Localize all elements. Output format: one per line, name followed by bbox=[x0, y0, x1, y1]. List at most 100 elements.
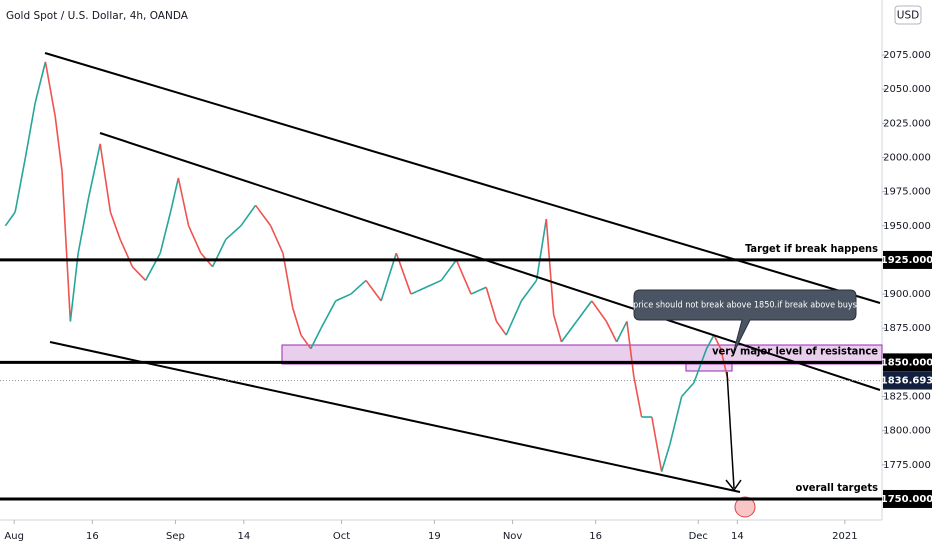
y-tick-label: 1875.000 bbox=[883, 323, 931, 334]
x-tick-label: Aug bbox=[4, 531, 24, 542]
price-segment bbox=[131, 266, 147, 281]
currency-button[interactable] bbox=[894, 5, 922, 25]
arrow-head bbox=[725, 479, 742, 492]
currency[interactable]: USD bbox=[897, 10, 919, 22]
price-segment bbox=[144, 252, 161, 281]
price-segment bbox=[410, 286, 427, 295]
x-tick-label: Dec bbox=[689, 531, 708, 542]
x-tick-label: 16 bbox=[589, 531, 602, 542]
price-segment bbox=[159, 211, 172, 254]
price-segment bbox=[61, 171, 72, 322]
price-segment bbox=[365, 279, 382, 302]
chart-title: Gold Spot / U.S. Dollar, 4h, OANDA bbox=[6, 10, 189, 22]
price-segment bbox=[535, 218, 548, 281]
price-segment bbox=[119, 239, 134, 268]
price-segment bbox=[591, 300, 608, 322]
price-segment bbox=[254, 204, 272, 227]
price-segment bbox=[335, 293, 352, 302]
level-label: 1850.000 bbox=[881, 357, 932, 368]
level-box bbox=[883, 353, 932, 372]
price-segment bbox=[169, 177, 180, 213]
last-price-label: 1836.693 bbox=[881, 376, 932, 387]
price-segment bbox=[605, 321, 618, 343]
price-segment bbox=[713, 334, 722, 350]
price-segment bbox=[310, 327, 322, 350]
price-segment bbox=[693, 348, 708, 384]
price-segment bbox=[320, 300, 337, 329]
price-segment bbox=[545, 218, 555, 315]
price-segment bbox=[632, 375, 643, 418]
price-segment bbox=[109, 211, 121, 240]
price-segment bbox=[269, 225, 284, 254]
price-segment bbox=[552, 314, 563, 343]
x-tick-label: Oct bbox=[333, 531, 350, 542]
x-tick-label: 16 bbox=[86, 531, 99, 542]
small-zone bbox=[685, 363, 733, 372]
price-segment bbox=[575, 300, 593, 322]
flag-icon bbox=[734, 496, 756, 518]
price-segment bbox=[485, 287, 498, 322]
price-segment bbox=[54, 116, 63, 172]
y-tick-label: 1775.000 bbox=[883, 460, 931, 471]
price-segment bbox=[560, 320, 578, 343]
price-segment bbox=[187, 225, 202, 254]
price-segment bbox=[211, 239, 227, 268]
price-segment bbox=[681, 382, 695, 398]
y-tick-label: 2000.000 bbox=[883, 152, 931, 163]
y-tick-label: 1825.000 bbox=[883, 392, 931, 403]
price-segment bbox=[470, 286, 487, 295]
level-note: Target if break happens bbox=[745, 242, 878, 255]
level-label: 1925.000 bbox=[881, 255, 932, 266]
y-tick-label: 2075.000 bbox=[883, 50, 931, 61]
price-segment bbox=[425, 279, 442, 288]
level-note: overall targets bbox=[796, 481, 879, 494]
price-segment bbox=[225, 225, 242, 241]
price-segment bbox=[350, 279, 367, 295]
price-segment bbox=[34, 61, 47, 104]
price-segment bbox=[615, 321, 628, 343]
price-segment bbox=[14, 157, 27, 213]
price-segment bbox=[44, 61, 57, 117]
price-segment bbox=[87, 143, 101, 199]
y-tick-label: 2050.000 bbox=[883, 84, 931, 95]
y-tick-label: 1800.000 bbox=[883, 426, 931, 437]
resistance-zone bbox=[281, 344, 883, 365]
x-tick-label: 14 bbox=[731, 531, 744, 542]
callout-box bbox=[633, 289, 857, 355]
y-tick-label: 2025.000 bbox=[883, 118, 931, 129]
price-segment bbox=[495, 320, 507, 336]
price-segment bbox=[455, 259, 472, 295]
price-segment bbox=[4, 211, 16, 227]
price-segment bbox=[177, 177, 190, 226]
price-segment bbox=[300, 334, 312, 350]
level-box bbox=[883, 489, 932, 508]
price-segment bbox=[240, 204, 257, 227]
last-price-box bbox=[883, 371, 932, 390]
price-segment bbox=[77, 198, 90, 254]
price-segment bbox=[282, 252, 294, 308]
level-box bbox=[883, 250, 932, 269]
price-segment bbox=[705, 334, 715, 350]
x-tick-label: 2021 bbox=[832, 531, 857, 542]
arrow bbox=[726, 371, 735, 489]
price-segment bbox=[651, 416, 663, 472]
x-tick-label: Sep bbox=[166, 531, 185, 542]
y-tick-label: 1975.000 bbox=[883, 187, 931, 198]
callout-text: price should not break above 1850.if bre… bbox=[633, 301, 857, 311]
price-segment bbox=[505, 300, 523, 336]
price-segment bbox=[99, 143, 112, 213]
price-segment bbox=[669, 396, 683, 445]
trend-line bbox=[99, 132, 881, 391]
x-tick-label: Nov bbox=[503, 531, 523, 542]
y-tick-label: 1950.000 bbox=[883, 221, 931, 232]
x-tick-label: 14 bbox=[237, 531, 250, 542]
price-segment bbox=[69, 253, 79, 322]
price-segment bbox=[626, 321, 635, 377]
level-label: 1750.000 bbox=[881, 494, 932, 505]
y-tick-label: 1900.000 bbox=[883, 289, 931, 300]
trend-line bbox=[49, 341, 741, 493]
x-tick-label: 19 bbox=[428, 531, 441, 542]
